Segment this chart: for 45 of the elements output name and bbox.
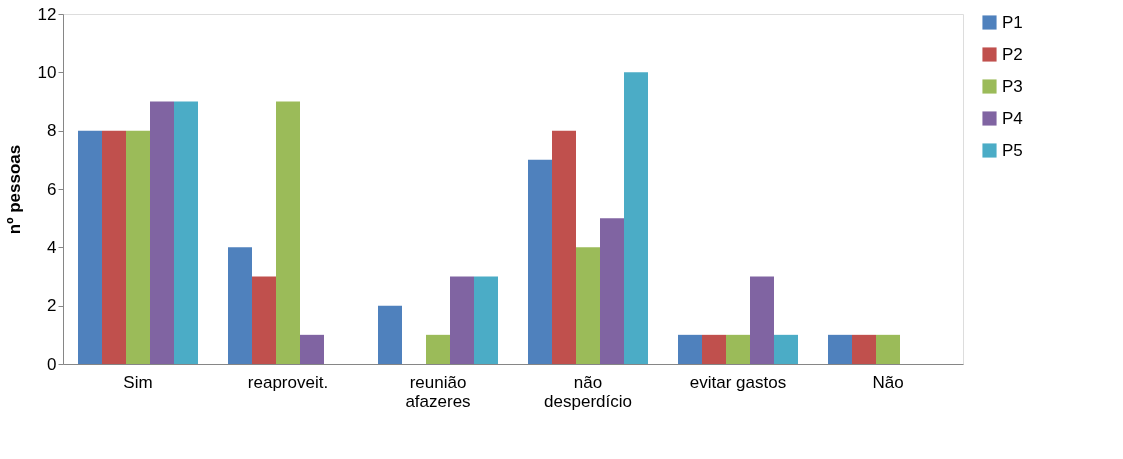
- bar: [576, 247, 600, 364]
- bar: [126, 130, 150, 364]
- y-tick-label: 8: [47, 121, 57, 141]
- bar: [600, 218, 624, 364]
- bar: [726, 334, 750, 364]
- legend-label: P2: [1002, 44, 1023, 64]
- bar: [78, 130, 102, 364]
- x-tick-label: Não: [872, 372, 904, 392]
- bar: [426, 334, 450, 364]
- y-tick-label: 2: [47, 296, 57, 316]
- legend-label: P4: [1002, 108, 1023, 128]
- legend-label: P5: [1002, 140, 1023, 160]
- y-tick-label: 6: [47, 179, 57, 199]
- bar: [150, 101, 174, 364]
- bar: [702, 334, 726, 364]
- bar: [276, 101, 300, 364]
- y-tick-label: 10: [37, 62, 57, 82]
- bar: [876, 334, 900, 364]
- bar: [750, 276, 774, 364]
- y-axis-title: nº pessoas: [4, 144, 24, 235]
- x-tick-label: Sim: [123, 372, 153, 392]
- x-tick-label: reunião afazeres: [405, 372, 471, 411]
- bar: [528, 159, 552, 364]
- bar: [624, 72, 648, 364]
- bar: [102, 130, 126, 364]
- bar: [174, 101, 198, 364]
- bar: [300, 334, 324, 364]
- bar: [552, 130, 576, 364]
- y-tick-label: 0: [47, 354, 57, 374]
- y-tick-label: 4: [47, 237, 57, 257]
- bar: [774, 334, 798, 364]
- bar: [474, 276, 498, 364]
- bar: [228, 247, 252, 364]
- legend-label: P3: [1002, 76, 1023, 96]
- y-tick-label: 12: [37, 4, 57, 24]
- bar: [252, 276, 276, 364]
- bar: [828, 334, 852, 364]
- x-tick-label: não desperdício: [544, 372, 632, 411]
- bar: [852, 334, 876, 364]
- bar: [678, 334, 702, 364]
- x-tick-label: reaproveit.: [247, 372, 329, 392]
- x-tick-label: evitar gastos: [689, 372, 787, 392]
- bar: [450, 276, 474, 364]
- bar: [378, 305, 402, 364]
- legend-label: P1: [1002, 12, 1023, 32]
